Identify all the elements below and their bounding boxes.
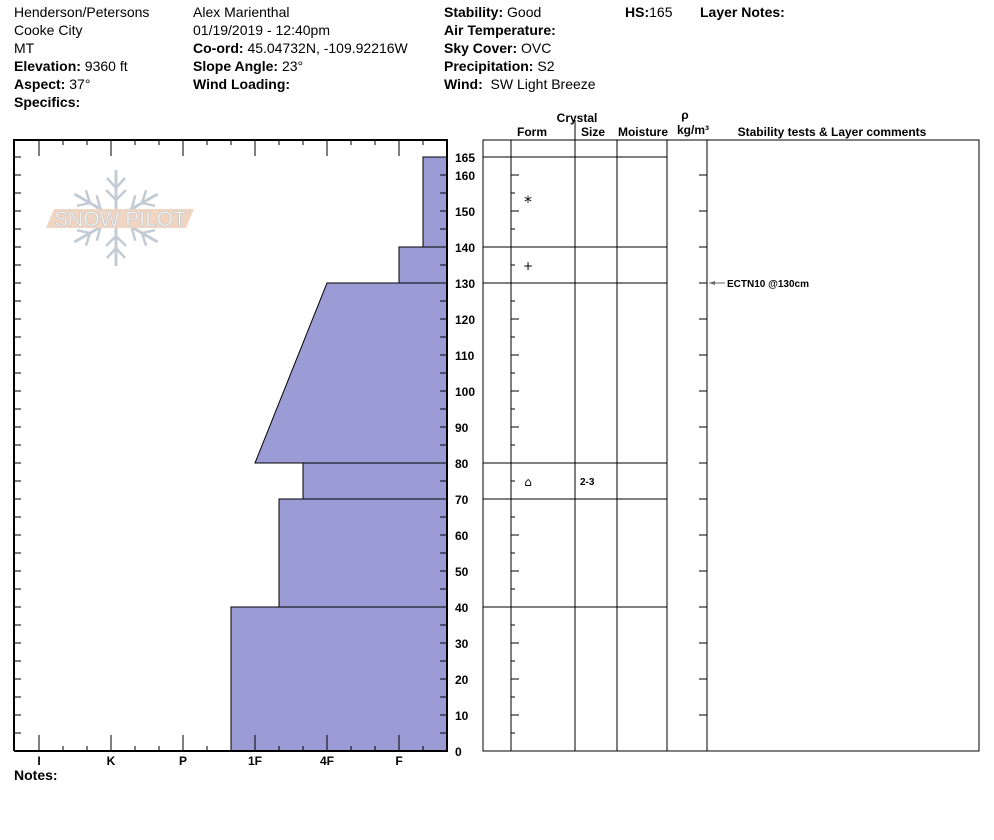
aspect-value: 37°	[69, 76, 91, 92]
wind-loading-label: Wind Loading:	[193, 76, 291, 92]
hardness-layer-bar	[278, 498, 448, 608]
col-crystal: Crystal	[556, 111, 598, 125]
depth-label: 150	[455, 205, 475, 219]
elevation-label: Elevation:	[14, 58, 81, 74]
slope-value: 23°	[281, 58, 304, 74]
notes-label: Notes:	[14, 767, 58, 783]
depth-label: 40	[455, 601, 469, 615]
stability-test-label: ECTN10 @130cm	[727, 279, 809, 290]
col-moisture: Moisture	[617, 125, 668, 139]
depth-label: 160	[455, 169, 475, 183]
elevation-value: 9360 ft	[84, 58, 128, 74]
datetime: 01/19/2019 - 12:40pm	[193, 22, 330, 38]
col-density: kg/m³	[676, 123, 709, 137]
col-rho: ρ	[681, 108, 689, 122]
depth-label: 70	[455, 493, 469, 507]
hs-value: 165	[649, 4, 673, 20]
slope: Slope Angle: 23°	[193, 57, 303, 75]
depth-label: 0	[455, 745, 462, 759]
snowpilot-logo: SNOW PILOT	[46, 170, 194, 266]
sky-value: OVC	[521, 40, 552, 56]
hardness-label-P: P	[179, 754, 187, 768]
logo-text: SNOW PILOT	[54, 208, 186, 231]
grain-form-symbol: ⌂	[524, 475, 532, 489]
depth-label: 90	[455, 421, 469, 435]
state: MT	[14, 40, 35, 56]
coord-label: Co-ord:	[193, 40, 244, 56]
hs: HS:165	[625, 3, 672, 21]
hardness-label-I: I	[37, 754, 40, 768]
layer-table-frame	[482, 139, 980, 752]
hs-label: HS:	[625, 4, 650, 20]
hardness-label-K: K	[107, 754, 116, 768]
col-stability: Stability tests & Layer comments	[737, 125, 927, 139]
depth-label: 100	[455, 385, 475, 399]
wind: Wind: SW Light Breeze	[444, 75, 596, 93]
hardness-layer-bar	[302, 462, 448, 500]
depth-label: 30	[455, 637, 469, 651]
precip-value: S2	[537, 58, 555, 74]
hardness-label-F: F	[395, 754, 402, 768]
elevation: Elevation: 9360 ft	[14, 57, 128, 75]
hardness-label-4F: 4F	[320, 754, 334, 768]
hardness-layer-bar	[230, 606, 448, 752]
grain-form-symbol: *	[524, 192, 532, 211]
depth-label: 130	[455, 277, 475, 291]
precip-label: Precipitation:	[444, 58, 534, 74]
hardness-layer-bar	[422, 156, 448, 248]
depth-label: 140	[455, 241, 475, 255]
col-size: Size	[580, 125, 605, 139]
depth-label: 10	[455, 709, 469, 723]
depth-label: 60	[455, 529, 469, 543]
sky-cover: Sky Cover: OVC	[444, 39, 551, 57]
depth-label: 165	[455, 151, 475, 165]
stability-label: Stability:	[444, 4, 504, 20]
layer-notes-label: Layer Notes:	[700, 4, 785, 20]
hardness-layer-bar	[398, 246, 448, 284]
depth-label: 110	[455, 349, 475, 363]
logo-band	[46, 209, 194, 228]
depth-label: 120	[455, 313, 475, 327]
location: Henderson/Petersons	[14, 4, 150, 20]
coord-value: 45.04732N, -109.92216W	[247, 40, 408, 56]
depth-label: 50	[455, 565, 469, 579]
col-form: Form	[517, 125, 547, 139]
depth-label: 80	[455, 457, 469, 471]
hardness-layer-bar	[254, 282, 448, 464]
wind-value: SW Light Breeze	[490, 76, 596, 92]
precipitation: Precipitation: S2	[444, 57, 554, 75]
area: Cooke City	[14, 22, 83, 38]
sky-label: Sky Cover:	[444, 40, 518, 56]
specifics-label: Specifics:	[14, 94, 81, 110]
air-temp-label: Air Temperature:	[444, 22, 556, 38]
aspect: Aspect: 37°	[14, 75, 90, 93]
wind-label: Wind:	[444, 76, 483, 92]
aspect-label: Aspect:	[14, 76, 66, 92]
coord: Co-ord: 45.04732N, -109.92216W	[193, 39, 408, 57]
hardness-label-1F: 1F	[248, 754, 262, 768]
stability: Stability: Good	[444, 3, 541, 21]
grain-size: 2-3	[580, 477, 595, 488]
arrow-left-icon	[709, 281, 715, 285]
slope-label: Slope Angle:	[193, 58, 279, 74]
stability-value: Good	[507, 4, 542, 20]
grain-form-symbol: +	[523, 259, 533, 273]
observer: Alex Marienthal	[193, 4, 290, 20]
depth-label: 20	[455, 673, 469, 687]
